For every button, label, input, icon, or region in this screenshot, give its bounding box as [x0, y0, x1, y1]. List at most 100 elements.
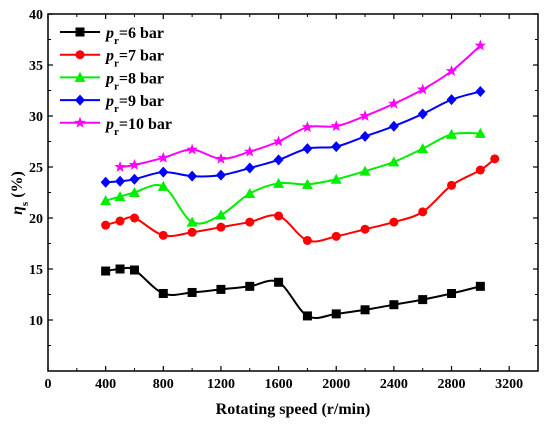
y-tick-label: 20 [29, 212, 43, 227]
y-axis-title: ηs (%) [9, 171, 31, 215]
legend-label: pr=9 bar [104, 93, 164, 115]
data-point [187, 287, 197, 297]
data-point [100, 176, 111, 188]
data-point [128, 158, 141, 170]
data-point [389, 300, 399, 310]
x-axis-title: Rotating speed (r/min) [216, 401, 371, 418]
data-point [446, 94, 457, 106]
data-point [274, 211, 284, 221]
x-tick-label: 0 [45, 377, 52, 392]
y-tick-label: 15 [29, 263, 43, 278]
x-tick-label: 2000 [322, 377, 350, 392]
data-point [128, 187, 140, 197]
data-point [101, 220, 111, 230]
data-point [360, 130, 371, 142]
data-point [360, 224, 370, 234]
data-point [245, 281, 255, 291]
data-point [101, 266, 111, 276]
data-point [158, 166, 169, 178]
data-point [115, 175, 126, 187]
y-tick-label: 10 [29, 314, 43, 329]
x-tick-label: 1200 [207, 377, 235, 392]
legend-item: pr=8 bar [60, 70, 164, 92]
data-point [115, 216, 125, 226]
data-point [244, 188, 256, 199]
data-point [187, 170, 198, 182]
legend-item: pr=9 bar [60, 93, 164, 115]
series-4 [100, 86, 486, 188]
series-line [119, 44, 482, 168]
data-point [75, 50, 85, 60]
y-tick-label: 40 [29, 8, 43, 23]
data-point [302, 311, 312, 321]
legend-label: pr=10 bar [104, 116, 172, 138]
data-point [215, 169, 226, 181]
data-point [331, 309, 341, 319]
data-point [446, 128, 458, 139]
data-point [158, 288, 168, 298]
data-point [302, 143, 313, 155]
data-point [418, 207, 428, 217]
data-point [301, 121, 314, 133]
series-1 [101, 264, 485, 321]
series-5 [114, 39, 487, 172]
axis-ticks [47, 13, 538, 371]
data-point [129, 213, 139, 223]
data-point [388, 120, 399, 132]
data-point [359, 165, 371, 176]
y-tick-label: 35 [29, 59, 43, 74]
data-point [360, 305, 370, 315]
legend-item: pr=10 bar [60, 116, 172, 138]
data-point [114, 161, 126, 172]
data-point [359, 110, 371, 121]
data-point [447, 180, 457, 190]
data-point [215, 209, 227, 220]
series-line [105, 158, 496, 243]
data-point [475, 281, 485, 291]
data-point [474, 39, 487, 51]
data-point [490, 154, 500, 164]
x-tick-label: 400 [95, 377, 116, 392]
legend-item: pr=6 bar [60, 25, 164, 47]
data-point [74, 71, 86, 82]
data-point [244, 162, 255, 174]
data-point [187, 227, 197, 237]
x-tick-label: 3200 [495, 377, 523, 392]
data-point [389, 217, 399, 227]
data-point [418, 295, 428, 305]
series-3 [100, 127, 486, 227]
data-point [301, 178, 313, 189]
x-tick-label: 2800 [438, 377, 466, 392]
data-point [129, 173, 140, 185]
data-point [417, 83, 429, 95]
data-point [215, 152, 227, 164]
data-point [331, 141, 342, 153]
data-point [216, 222, 226, 232]
data-point [157, 151, 169, 163]
legend-label: pr=8 bar [104, 70, 164, 92]
legend-label: pr=6 bar [104, 25, 164, 47]
data-point [445, 65, 458, 76]
data-point [186, 216, 198, 227]
legend-label: pr=7 bar [104, 48, 164, 70]
x-tick-label: 800 [153, 377, 174, 392]
data-point [447, 288, 457, 298]
data-point [245, 217, 255, 227]
data-point [272, 135, 285, 147]
plot-frame [47, 13, 539, 372]
data-point [273, 154, 284, 166]
data-point [115, 264, 125, 274]
legend-item: pr=7 bar [60, 48, 164, 70]
data-point [129, 265, 139, 275]
data-point [273, 177, 285, 188]
data-point [474, 127, 486, 138]
y-tick-labels: 10 15 20 25 30 35 40 [29, 8, 43, 329]
data-point [75, 94, 85, 106]
data-point [417, 108, 428, 120]
y-tick-label: 25 [29, 161, 43, 176]
data-point [100, 195, 112, 206]
data-point [417, 143, 429, 154]
data-point [331, 231, 341, 241]
x-tick-label: 2400 [380, 377, 408, 392]
